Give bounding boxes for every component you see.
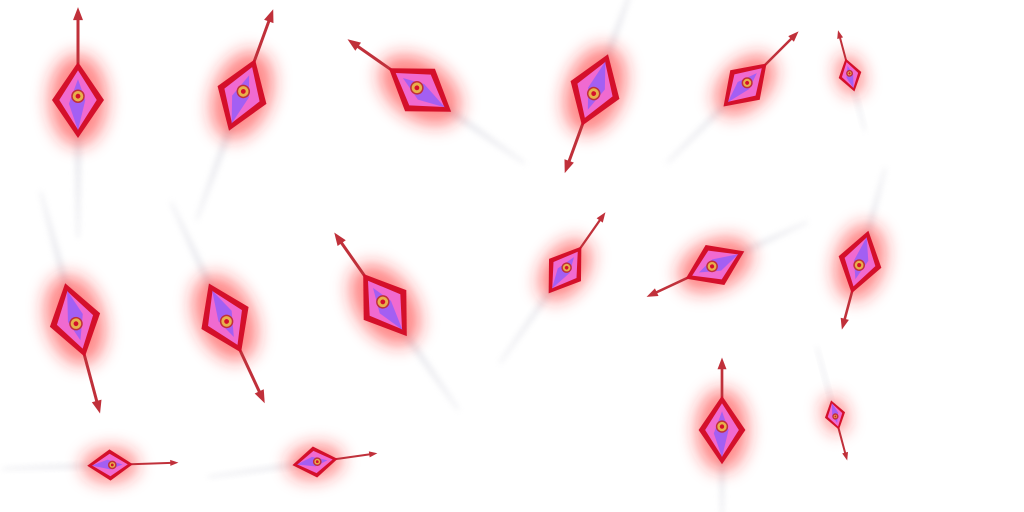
spear-tip xyxy=(170,459,179,466)
crystal-spear-frame-11 xyxy=(646,220,809,297)
spear-tip xyxy=(646,288,659,297)
spear-tip xyxy=(564,159,574,174)
crystal-spear-frame-13 xyxy=(2,447,179,483)
crystal-spear-frame-6 xyxy=(836,30,866,131)
crystal-spear-frame-14 xyxy=(208,444,378,480)
spear-tip xyxy=(347,39,362,51)
crystal-spear-frame-16 xyxy=(815,346,848,461)
crystal-gem-center xyxy=(224,319,230,324)
crystal-spear-frame-15 xyxy=(696,357,748,512)
spear-tip xyxy=(840,317,849,330)
crystal-spear-frame-9 xyxy=(334,232,460,411)
crystal-gem-center xyxy=(745,80,750,85)
crystal-gem-center xyxy=(564,265,569,270)
spear-tip xyxy=(842,451,848,461)
crystal-gem-center xyxy=(75,93,81,99)
crystal-spear-frame-2 xyxy=(195,9,274,221)
spear-tip xyxy=(334,232,346,247)
crystal-gem-center xyxy=(110,463,114,467)
spear-tip xyxy=(717,357,727,370)
spear-tip xyxy=(91,399,102,414)
crystal-gem-center xyxy=(834,415,837,418)
spear-tip xyxy=(73,7,83,21)
spear-tip xyxy=(837,30,844,39)
spear-tip xyxy=(264,9,274,24)
crystal-spear-frame-8 xyxy=(169,201,265,404)
crystal-gem-center xyxy=(719,424,725,429)
crystal-spear-frame-12 xyxy=(834,167,887,330)
crystal-gem-center xyxy=(857,263,862,268)
crystal-gem-center xyxy=(380,299,386,305)
spear-tip xyxy=(368,451,378,458)
crystal-gem-center xyxy=(240,89,246,94)
crystal-gem-center xyxy=(315,460,319,464)
crystal-spear-frame-3 xyxy=(347,39,526,165)
spear-tip xyxy=(254,389,265,404)
spear-tip xyxy=(788,31,799,42)
spear-tip xyxy=(596,212,606,223)
crystal-gem-center xyxy=(591,91,597,96)
crystal-spear-frame-5 xyxy=(666,31,799,164)
crystal-spear-frame-1 xyxy=(49,7,107,238)
crystal-gem-center xyxy=(848,72,851,75)
crystal-gem-center xyxy=(710,264,715,269)
crystal-gem-center xyxy=(73,321,79,327)
crystal-spear-frame-7 xyxy=(39,191,106,414)
crystal-spear-frame-4 xyxy=(563,0,637,174)
crystal-gem-center xyxy=(414,85,420,91)
crystal-spear-frame-10 xyxy=(499,212,606,364)
